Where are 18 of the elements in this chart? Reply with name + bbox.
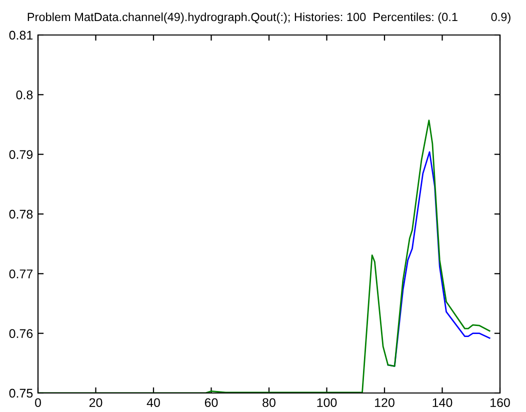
- x-tick-label: 160: [490, 398, 510, 408]
- x-tick-label: 20: [89, 398, 102, 408]
- x-tick-label: 80: [262, 398, 276, 408]
- y-tick-label: 0.76: [9, 329, 33, 338]
- line-series: [387, 151, 490, 367]
- x-tick-label: 40: [146, 398, 160, 408]
- y-tick-label: 0.78: [9, 210, 33, 219]
- chart-title: Problem MatData.channel(49).hydrograph.Qout(:); Histories: 100 Percentiles: (0.1 0.9): [28, 12, 510, 24]
- x-tick-label: 140: [432, 398, 452, 408]
- y-tick-label: 0.79: [9, 150, 33, 159]
- x-tick-label: 100: [317, 398, 337, 408]
- x-tick-label: 60: [204, 398, 218, 408]
- x-tick-label: 0: [35, 398, 41, 408]
- y-tick-label: 0.8: [16, 90, 33, 100]
- y-tick-label: 0.81: [9, 30, 33, 40]
- y-tick-label: 0.77: [9, 269, 33, 278]
- x-tick-label: 120: [375, 398, 394, 408]
- y-tick-label: 0.75: [9, 388, 33, 398]
